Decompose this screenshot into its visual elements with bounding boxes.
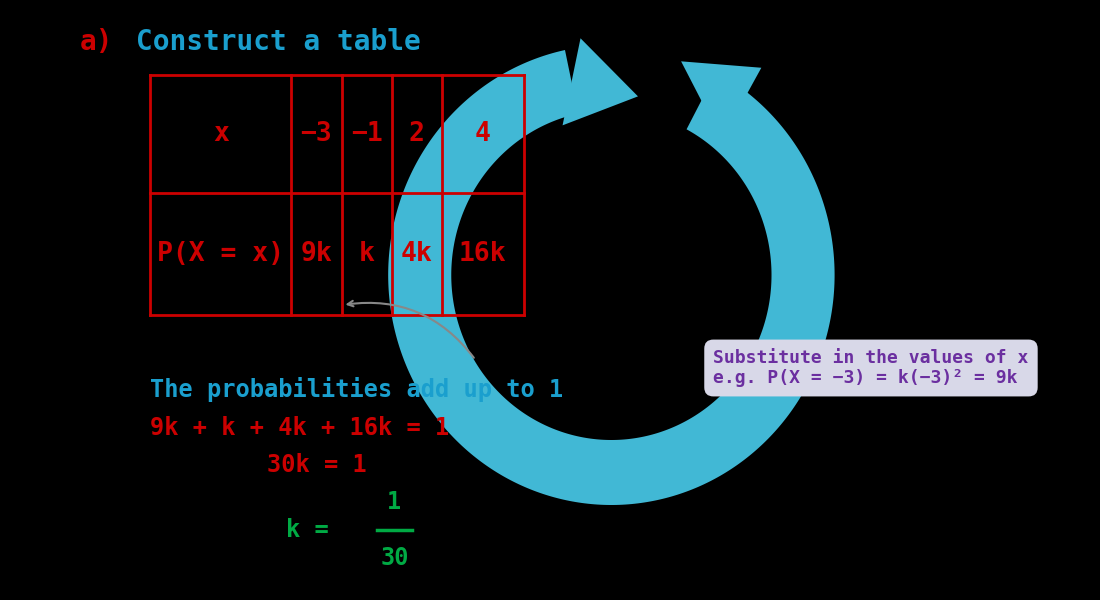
- Polygon shape: [562, 38, 638, 125]
- Polygon shape: [388, 50, 835, 505]
- Text: 1: 1: [387, 490, 402, 514]
- Text: 9k + k + 4k + 16k = 1: 9k + k + 4k + 16k = 1: [151, 416, 450, 440]
- Text: 4: 4: [475, 121, 491, 147]
- Text: 16k: 16k: [459, 241, 507, 267]
- Text: Substitute in the values of x
e.g. P(X = −3) = k(−3)² = 9k: Substitute in the values of x e.g. P(X =…: [713, 349, 1028, 388]
- Text: 30k = 1: 30k = 1: [267, 453, 366, 477]
- Text: −3: −3: [300, 121, 332, 147]
- Text: k =: k =: [286, 518, 343, 542]
- Text: x: x: [212, 121, 229, 147]
- Text: Construct a table: Construct a table: [136, 28, 420, 56]
- Text: 4k: 4k: [400, 241, 432, 267]
- Text: 9k: 9k: [300, 241, 332, 267]
- Text: k: k: [359, 241, 375, 267]
- Text: a): a): [79, 28, 113, 56]
- Text: −1: −1: [351, 121, 383, 147]
- Text: 30: 30: [381, 546, 409, 570]
- Polygon shape: [681, 61, 761, 140]
- Text: The probabilities add up to 1: The probabilities add up to 1: [151, 377, 563, 403]
- Text: 2: 2: [409, 121, 425, 147]
- Text: P(X = x): P(X = x): [157, 241, 284, 267]
